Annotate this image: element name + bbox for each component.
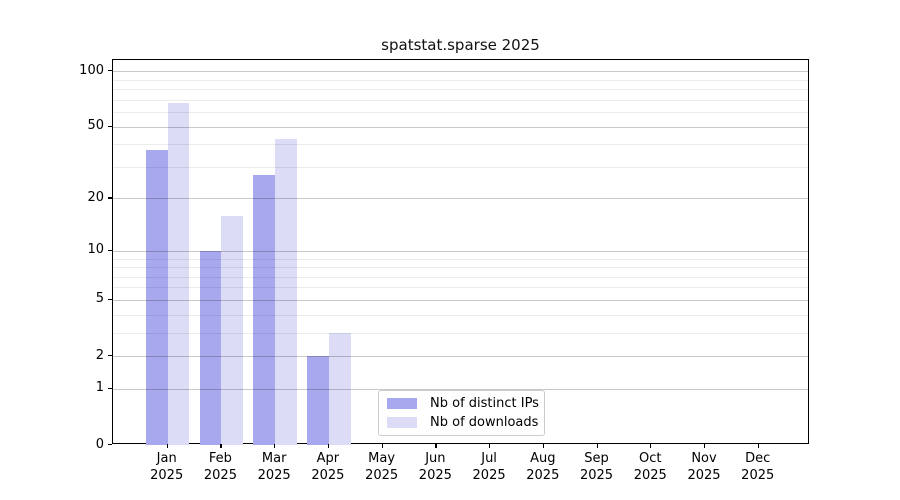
x-tick-label: Dec 2025 — [741, 451, 775, 483]
x-tick-mark — [489, 444, 491, 448]
bar-feb-downloads — [221, 215, 244, 445]
gridline-minor — [113, 287, 808, 289]
gridline-minor — [113, 79, 808, 81]
bar-jan-distinct-ips — [145, 150, 168, 445]
y-tick-label: 20 — [87, 189, 104, 205]
x-tick-label: Sep 2025 — [579, 451, 614, 483]
y-tick-label: 0 — [95, 436, 104, 452]
downloads-swatch-icon — [387, 417, 417, 428]
x-tick-label: Apr 2025 — [311, 451, 345, 483]
x-tick-label: Nov 2025 — [687, 451, 721, 483]
bar-mar-distinct-ips — [253, 175, 276, 445]
bar-jan-downloads — [167, 103, 190, 445]
y-tick-label: 2 — [95, 347, 104, 363]
y-tick-mark — [108, 355, 112, 357]
x-tick-mark — [220, 444, 222, 448]
x-tick-label: Jul 2025 — [472, 451, 506, 483]
x-tick-mark — [327, 444, 330, 448]
bar-apr-downloads — [328, 332, 351, 445]
y-tick-mark — [108, 249, 112, 251]
legend-label: Nb of downloads — [430, 415, 539, 430]
x-tick-label: Mar 2025 — [257, 451, 291, 483]
gridline-minor — [113, 166, 808, 168]
gridline-minor — [113, 332, 808, 334]
gridline-minor — [113, 258, 808, 260]
distinct-ips-swatch-icon — [387, 398, 417, 409]
gridline-minor — [113, 314, 808, 316]
y-tick-label: 100 — [79, 62, 104, 78]
x-tick-label: Jan 2025 — [150, 451, 184, 483]
x-tick-label: Oct 2025 — [633, 451, 667, 483]
y-tick-mark — [108, 70, 112, 72]
y-tick-mark — [108, 387, 112, 390]
y-tick-label: 1 — [95, 380, 104, 396]
x-tick-mark — [274, 444, 276, 448]
gridline-minor — [113, 99, 808, 101]
x-tick-label: Feb 2025 — [203, 451, 237, 483]
legend-item-distinct-ips: Nb of distinct IPs — [387, 396, 544, 412]
x-tick-mark — [435, 444, 437, 448]
gridline-minor — [113, 276, 808, 278]
x-tick-mark — [596, 444, 598, 448]
chart-title: spatstat.sparse 2025 — [381, 36, 540, 54]
gridline-major — [113, 198, 808, 200]
x-tick-mark — [650, 444, 652, 448]
x-tick-mark — [166, 444, 168, 448]
bar-feb-distinct-ips — [199, 250, 222, 445]
y-tick-label: 50 — [87, 118, 104, 134]
gridline-minor — [113, 89, 808, 91]
gridline-minor — [113, 267, 808, 269]
y-tick-mark — [108, 125, 112, 127]
gridline-major — [113, 250, 808, 252]
x-tick-mark — [381, 444, 383, 448]
x-tick-mark — [542, 444, 544, 448]
gridline-major — [113, 356, 808, 358]
y-tick-mark — [108, 444, 112, 446]
y-tick-label: 5 — [95, 291, 104, 307]
gridline-major — [113, 71, 808, 73]
gridline-minor — [113, 112, 808, 114]
gridline-minor — [113, 144, 808, 146]
x-tick-mark — [757, 444, 759, 448]
plot-area — [112, 59, 809, 445]
x-tick-label: May 2025 — [365, 451, 399, 483]
legend: Nb of distinct IPs Nb of downloads — [378, 390, 545, 436]
y-tick-mark — [108, 298, 112, 301]
bar-apr-distinct-ips — [307, 356, 329, 445]
legend-item-downloads: Nb of downloads — [387, 415, 544, 431]
x-tick-label: Jun 2025 — [418, 451, 452, 483]
y-tick-mark — [108, 197, 112, 199]
x-tick-mark — [704, 444, 706, 448]
gridline-major — [113, 388, 808, 390]
gridline-major — [113, 299, 808, 301]
x-tick-label: Aug 2025 — [526, 451, 560, 483]
gridline-major — [113, 126, 808, 128]
y-tick-label: 10 — [87, 242, 104, 258]
legend-label: Nb of distinct IPs — [430, 396, 539, 411]
bar-mar-downloads — [275, 138, 297, 445]
